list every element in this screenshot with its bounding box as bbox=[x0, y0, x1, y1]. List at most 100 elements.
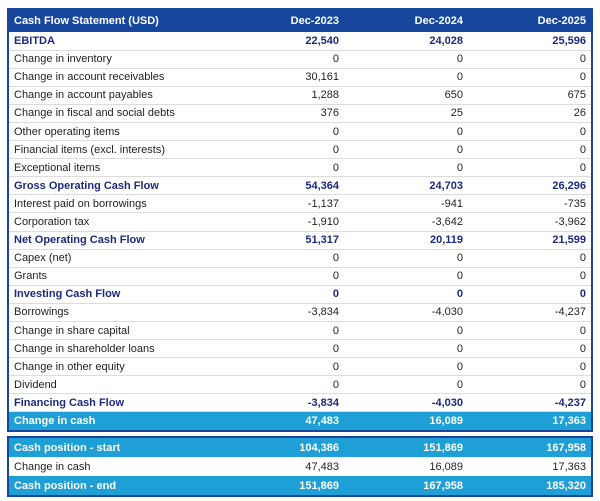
table-row: Borrowings -3,834 -4,030 -4,237 bbox=[8, 303, 592, 323]
table-row: Dividend 0 0 0 bbox=[8, 375, 592, 395]
cash-flow-statement: Cash Flow Statement (USD) Dec-2023 Dec-2… bbox=[7, 8, 593, 497]
row-label: Change in account payables bbox=[8, 86, 220, 105]
cell-value: 0 bbox=[344, 357, 468, 377]
table-row: Investing Cash Flow 0 0 0 bbox=[8, 285, 592, 304]
cell-value: -3,962 bbox=[468, 212, 592, 232]
table-row: Grants 0 0 0 bbox=[8, 267, 592, 286]
table-row: Interest paid on borrowings -1,137 -941 -73… bbox=[8, 194, 592, 214]
cell-value: 0 bbox=[468, 339, 592, 359]
row-label: Gross Operating Cash Flow bbox=[8, 176, 220, 196]
table-row: Other operating items 0 0 0 bbox=[8, 122, 592, 142]
cell-value: -4,030 bbox=[344, 393, 468, 413]
table-title: Cash Flow Statement (USD) bbox=[8, 9, 220, 32]
cell-value: -3,834 bbox=[220, 393, 344, 413]
cell-value: 22,540 bbox=[220, 32, 344, 51]
row-label: Other operating items bbox=[8, 122, 220, 142]
cell-value: 185,320 bbox=[468, 476, 592, 496]
table-row: Change in fiscal and social debts 376 25 26 bbox=[8, 104, 592, 123]
row-label: Capex (net) bbox=[8, 249, 220, 268]
row-label: Net Operating Cash Flow bbox=[8, 231, 220, 250]
cell-value: 25,596 bbox=[468, 32, 592, 51]
cell-value: 0 bbox=[468, 122, 592, 142]
cell-value: 0 bbox=[468, 267, 592, 286]
cash-position-table: Cash position - start 104,386 151,869 167,9… bbox=[7, 436, 593, 497]
cell-value: 0 bbox=[344, 267, 468, 286]
table-row: Exceptional items 0 0 0 bbox=[8, 158, 592, 178]
cell-value: 17,363 bbox=[468, 411, 592, 432]
cell-value: 0 bbox=[468, 68, 592, 87]
cell-value: 0 bbox=[344, 249, 468, 268]
cell-value: 0 bbox=[220, 375, 344, 395]
cell-value: 26 bbox=[468, 104, 592, 123]
cell-value: 16,089 bbox=[344, 411, 468, 432]
cell-value: 0 bbox=[220, 140, 344, 160]
row-label: Change in other equity bbox=[8, 357, 220, 377]
cell-value: 51,317 bbox=[220, 231, 344, 250]
cell-value: 47,483 bbox=[220, 456, 344, 477]
table-row: Net Operating Cash Flow 51,317 20,119 21,59… bbox=[8, 231, 592, 250]
cell-value: 0 bbox=[220, 158, 344, 178]
cell-value: -3,834 bbox=[220, 303, 344, 323]
row-label: Interest paid on borrowings bbox=[8, 194, 220, 214]
row-label: Borrowings bbox=[8, 303, 220, 323]
row-label: Cash position - start bbox=[8, 437, 220, 457]
cell-value: 26,296 bbox=[468, 176, 592, 196]
cell-value: -4,030 bbox=[344, 303, 468, 323]
cell-value: 0 bbox=[468, 50, 592, 69]
column-header-dec-2023: Dec-2023 bbox=[220, 9, 344, 32]
cell-value: 0 bbox=[468, 321, 592, 341]
cell-value: 167,958 bbox=[468, 437, 592, 457]
table-row: Capex (net) 0 0 0 bbox=[8, 249, 592, 268]
cell-value: 25 bbox=[344, 104, 468, 123]
row-label: Financial items (excl. interests) bbox=[8, 140, 220, 160]
cell-value: 0 bbox=[344, 68, 468, 87]
cell-value: 1,288 bbox=[220, 86, 344, 105]
row-label: Change in share capital bbox=[8, 321, 220, 341]
column-header-dec-2024: Dec-2024 bbox=[344, 9, 468, 32]
row-label: Investing Cash Flow bbox=[8, 285, 220, 304]
table-row: Change in share capital 0 0 0 bbox=[8, 321, 592, 341]
cell-value: 24,703 bbox=[344, 176, 468, 196]
cell-value: 376 bbox=[220, 104, 344, 123]
cell-value: 0 bbox=[468, 357, 592, 377]
cell-value: 151,869 bbox=[220, 476, 344, 496]
cell-value: -941 bbox=[344, 194, 468, 214]
cell-value: 0 bbox=[468, 249, 592, 268]
cell-value: 0 bbox=[344, 50, 468, 69]
table-row: Cash position - end 151,869 167,958 185,320 bbox=[8, 476, 592, 496]
cell-value: 54,364 bbox=[220, 176, 344, 196]
column-header-dec-2025: Dec-2025 bbox=[468, 9, 592, 32]
row-label: Change in account receivables bbox=[8, 68, 220, 87]
cell-value: 0 bbox=[220, 50, 344, 69]
cell-value: 47,483 bbox=[220, 411, 344, 432]
table-row: Financing Cash Flow -3,834 -4,030 -4,237 bbox=[8, 393, 592, 413]
cell-value: 20,119 bbox=[344, 231, 468, 250]
cell-value: 0 bbox=[220, 122, 344, 142]
row-label: Change in fiscal and social debts bbox=[8, 104, 220, 123]
cash-flow-table: Cash Flow Statement (USD) Dec-2023 Dec-2… bbox=[7, 8, 593, 433]
cell-value: 0 bbox=[344, 158, 468, 178]
row-label: Exceptional items bbox=[8, 158, 220, 178]
cell-value: 16,089 bbox=[344, 456, 468, 477]
cell-value: 0 bbox=[344, 375, 468, 395]
table-row: Cash position - start 104,386 151,869 167,9… bbox=[8, 437, 592, 457]
cell-value: 0 bbox=[468, 140, 592, 160]
cell-value: 0 bbox=[344, 140, 468, 160]
row-label: Change in inventory bbox=[8, 50, 220, 69]
cell-value: 21,599 bbox=[468, 231, 592, 250]
row-label: EBITDA bbox=[8, 32, 220, 51]
header-row: Cash Flow Statement (USD) Dec-2023 Dec-2… bbox=[8, 9, 592, 32]
cell-value: 650 bbox=[344, 86, 468, 105]
cell-value: -1,910 bbox=[220, 212, 344, 232]
row-label: Corporation tax bbox=[8, 212, 220, 232]
cell-value: 675 bbox=[468, 86, 592, 105]
cell-value: -3,642 bbox=[344, 212, 468, 232]
table-row: Corporation tax -1,910 -3,642 -3,962 bbox=[8, 212, 592, 232]
table-row: Change in other equity 0 0 0 bbox=[8, 357, 592, 377]
cell-value: -4,237 bbox=[468, 303, 592, 323]
cell-value: -735 bbox=[468, 194, 592, 214]
cell-value: 0 bbox=[220, 285, 344, 304]
cell-value: 0 bbox=[220, 357, 344, 377]
cell-value: 0 bbox=[468, 285, 592, 304]
